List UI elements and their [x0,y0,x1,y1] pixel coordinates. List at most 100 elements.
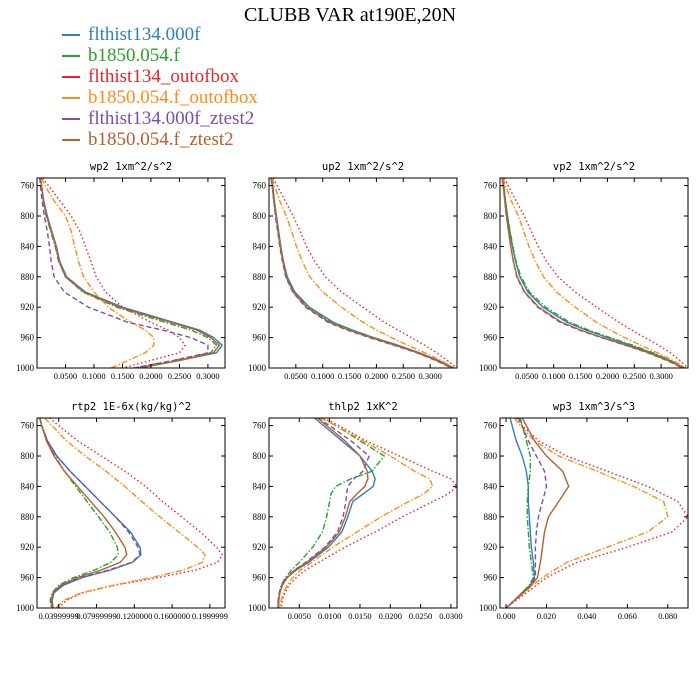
plot-frame [268,177,458,369]
x-tick-label: 0.1000 [82,371,105,381]
series-line [39,418,119,608]
x-tick-label: 0.2500 [392,371,415,381]
series-group [39,418,223,608]
series-line [505,418,669,608]
x-tick-label: 0.2000 [365,371,388,381]
series-line [505,418,535,608]
legend-label: flthist134.000f_ztest2 [88,107,255,129]
page-title: CLUBB VAR at190E,20N [243,4,457,26]
series-line [39,178,221,368]
x-tick-label: 0.0300 [439,611,462,621]
x-tick-label: 0.0150 [348,611,371,621]
plot-frame [499,177,689,369]
x-tick-label: 0.060 [618,611,637,621]
y-tick-label: 920 [253,542,267,552]
y-tick-label: 840 [253,481,267,491]
plot-frame [499,417,689,609]
series-line [39,418,142,608]
legend-swatch [62,96,80,99]
series-line [270,178,453,368]
series-line [505,418,570,608]
y-tick-label: 1000 [479,603,498,613]
x-tick-label: 0.2000 [596,371,619,381]
y-tick-label: 960 [21,573,35,583]
y-tick-label: 1000 [16,603,35,613]
y-tick-label: 880 [253,272,267,282]
legend-item: b1850.054.f_outofbox [62,87,258,108]
x-tick-label: 0.040 [577,611,596,621]
x-tick-label: 0.3000 [196,371,219,381]
series-line [39,418,128,608]
series-line [502,178,686,368]
series-line [279,418,434,608]
chart-panel: up2 1xm^2/s^2 760 800 840 880 920 960 1000 0.050… [248,161,458,381]
x-tick-label: 0.000 [497,611,516,621]
x-tick-label: 0.020 [537,611,556,621]
y-tick-label: 760 [21,421,35,431]
x-tick-label: 0.1000 [311,371,334,381]
series-line [272,178,457,368]
y-tick-label: 800 [484,211,498,221]
chart-title: wp2 1xm^2/s^2 [90,161,172,173]
series-group [39,178,223,368]
legend-swatch [62,117,80,120]
y-tick-label: 760 [484,181,498,191]
y-tick-label: 920 [253,302,267,312]
series-line [502,178,687,368]
plot-frame [36,417,226,609]
legend-swatch [62,138,80,141]
chart-title: wp3 1xm^3/s^3 [553,401,635,413]
series-line [501,178,683,368]
x-tick-label: 0.3000 [649,371,672,381]
series-line [39,178,209,368]
series-line [270,178,452,368]
x-tick-label: 0.0100 [318,611,341,621]
y-tick-label: 1000 [248,603,267,613]
series-line [505,418,688,608]
series-line [39,178,218,368]
y-tick-label: 960 [21,333,35,343]
chart-title: thlp2 1xK^2 [328,401,398,413]
legend-label: b1850.054.f [88,44,180,66]
series-group [505,418,688,608]
y-tick-label: 760 [253,421,267,431]
plot-frame [36,177,226,369]
y-tick-label: 800 [21,451,35,461]
x-tick-label: 0.0500 [515,371,538,381]
y-tick-label: 960 [484,333,498,343]
series-line [270,178,453,368]
series-line [505,418,536,608]
x-tick-label: 0.3000 [418,371,441,381]
legend-item: flthist134.000f_ztest2 [62,108,258,129]
x-tick-label: 0.0500 [54,371,77,381]
y-tick-label: 920 [21,542,35,552]
x-tick-label: 0.0250 [409,611,432,621]
chart-title: up2 1xm^2/s^2 [322,161,404,173]
chart-panel: thlp2 1xK^2 760 800 840 880 920 960 1000 0.0050 0… [248,401,463,621]
legend-item: flthist134_outofbox [62,66,258,87]
y-tick-label: 800 [253,451,267,461]
x-tick-label: 0.2000 [139,371,162,381]
y-tick-label: 920 [484,302,498,312]
legend-item: b1850.054.f_ztest2 [62,129,258,150]
legend-swatch [62,33,80,36]
y-tick-label: 1000 [248,363,267,373]
x-tick-label: 0.1200000 [116,611,152,621]
y-tick-label: 800 [484,451,498,461]
y-tick-label: 840 [21,241,35,251]
x-tick-label: 0.2500 [623,371,646,381]
chart-panel: rtp2 1E-6x(kg/kg)^2 760 800 840 880 920 960 100… [16,401,228,621]
chart-panel: wp3 1xm^3/s^3 760 800 840 880 920 960 10000.000… [479,401,689,621]
y-tick-label: 800 [21,211,35,221]
series-line [501,178,684,368]
x-tick-label: 0.1000 [542,371,565,381]
y-tick-label: 960 [484,573,498,583]
series-line [278,418,369,608]
y-tick-label: 880 [484,272,498,282]
chart-panel: vp2 1xm^2/s^2 760 800 840 880 920 960 1000 0.050… [479,161,689,381]
x-tick-label: 0.0050 [288,611,311,621]
chart-panel: wp2 1xm^2/s^2 760 800 840 880 920 960 1000 0.050… [16,161,226,381]
legend: flthist134.000f b1850.054.f flthist134_out… [62,24,258,150]
y-tick-label: 960 [253,333,267,343]
